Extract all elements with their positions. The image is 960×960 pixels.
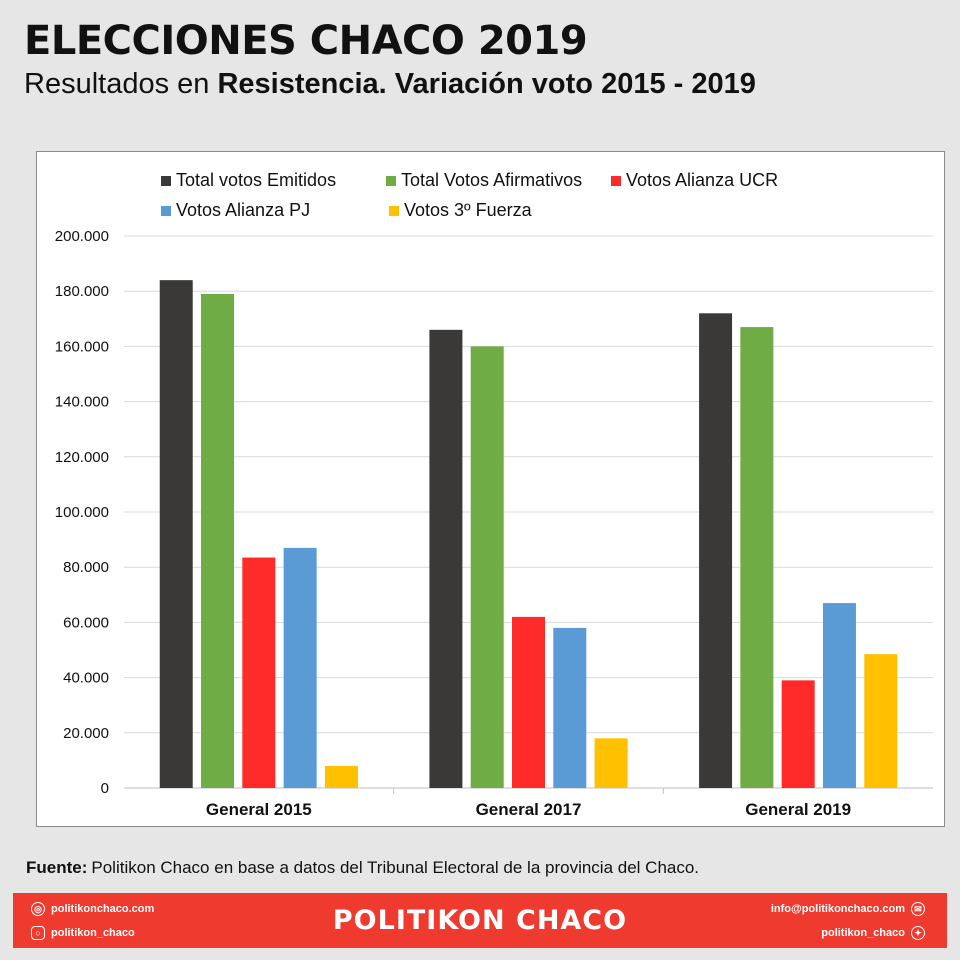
y-tick-label: 160.000 [55,338,109,355]
legend-swatch [161,176,171,186]
x-tick-label: General 2019 [745,800,851,819]
globe-icon: ◎ [31,902,45,916]
x-tick-label: General 2017 [476,800,582,819]
y-tick-label: 20.000 [63,725,109,742]
legend-swatch [386,176,396,186]
subtitle-bold: Resistencia. Variación voto 2015 - 2019 [217,68,756,100]
footer-website[interactable]: ◎ politikonchaco.com [31,902,154,916]
bar [594,738,628,788]
y-tick-label: 40.000 [63,670,109,687]
legend-label: Total votos Emitidos [176,170,336,190]
y-tick-label: 100.000 [55,504,109,521]
legend-swatch [611,176,621,186]
bar [864,654,898,788]
bar [324,765,358,788]
twitter-icon: ✦ [911,926,925,940]
chart-title: ELECCIONES CHACO 2019 [24,18,588,64]
source-note: Fuente: Politikon Chaco en base a datos d… [26,858,699,878]
footer-bar: ◎ politikonchaco.com ○ politikon_chaco P… [13,893,947,948]
legend-label: Total Votos Afirmativos [401,170,582,190]
footer-brand: POLITIKON CHACO [332,905,628,936]
bar-chart: 0 20.000 40.000 60.000 80.000 100.000 120.000 1… [55,170,933,819]
y-tick-label: 180.000 [55,283,109,300]
x-tick-label: General 2015 [206,800,312,819]
bar [699,313,733,788]
mail-icon: ✉ [911,902,925,916]
footer-email-text: info@politikonchaco.com [770,903,905,915]
bar [553,627,587,788]
footer-instagram[interactable]: ○ politikon_chaco [31,926,135,940]
footer-email[interactable]: info@politikonchaco.com ✉ [771,902,925,916]
bar [429,329,463,788]
footer-website-text: politikonchaco.com [51,903,155,915]
y-tick-label: 80.000 [63,559,109,576]
bar [822,603,856,788]
subtitle-prefix: Resultados en [24,68,218,100]
y-tick-label: 200.000 [55,228,109,245]
legend-label: Votos Alianza PJ [176,200,310,220]
instagram-icon: ○ [31,926,45,940]
y-tick-label: 60.000 [63,614,109,631]
bar [740,327,774,788]
bar [201,293,235,788]
bar [283,547,317,788]
legend-label: Votos 3º Fuerza [404,200,533,220]
footer-twitter-text: politikon_chaco [821,927,905,939]
legend-swatch [161,206,171,216]
y-tick-label: 120.000 [55,449,109,466]
y-tick-label: 0 [101,780,109,797]
source-label: Fuente: [26,858,88,877]
legend-label: Votos Alianza UCR [626,170,778,190]
bar [470,346,504,788]
bar [512,616,545,788]
legend-swatch [389,206,399,216]
footer-instagram-text: politikon_chaco [51,927,135,939]
chart-subtitle: Resultados en Resistencia. Variación vot… [24,68,756,101]
bar [242,557,276,788]
chart-area: 0 20.000 40.000 60.000 80.000 100.000 120.000 1… [36,151,945,827]
footer-twitter[interactable]: politikon_chaco ✦ [821,926,925,940]
source-text: Politikon Chaco en base a datos del Trib… [91,858,700,877]
bar [159,280,193,788]
bar [781,680,815,788]
y-tick-label: 140.000 [55,394,109,411]
